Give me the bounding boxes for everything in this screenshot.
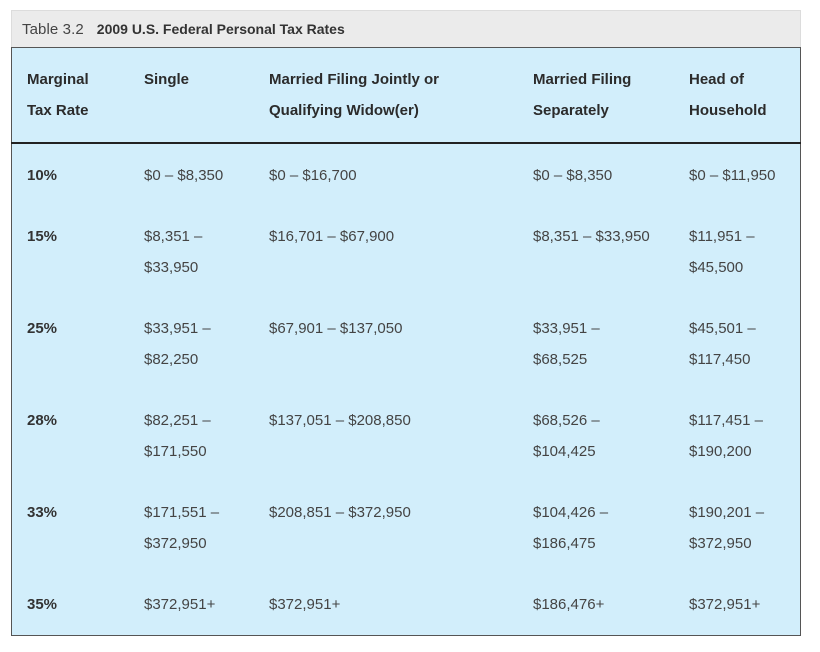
header-line: Household: [689, 102, 767, 119]
cell-line: $190,201 –: [689, 504, 765, 521]
cell-line: $372,950: [689, 535, 752, 552]
header-marginal-tax-rate: Marginal Tax Rate: [12, 48, 145, 144]
married-separately-cell: $104,426 – $186,475: [533, 481, 689, 573]
marginal-rate-cell: 15%: [12, 205, 145, 297]
married-jointly-cell: $67,901 – $137,050: [269, 297, 533, 389]
cell-line: 10%: [27, 167, 58, 184]
cell-line: 35%: [27, 596, 58, 613]
cell-line: $45,500: [689, 259, 744, 276]
married-separately-cell: $186,476+: [533, 573, 689, 636]
head-of-household-cell: $0 – $11,950: [689, 143, 801, 205]
header-line: Single: [144, 71, 190, 88]
table-row: 15% $8,351 – $33,950 $16,701 – $67,900 $8,35…: [12, 205, 801, 297]
header-head-of-household: Head of Household: [689, 48, 801, 144]
married-separately-cell: $0 – $8,350: [533, 143, 689, 205]
married-jointly-cell: $16,701 – $67,900: [269, 205, 533, 297]
header-line: Qualifying Widow(er): [269, 102, 419, 119]
cell-line: $208,851 – $372,950: [269, 504, 411, 521]
marginal-rate-cell: 28%: [12, 389, 145, 481]
single-cell: $171,551 – $372,950: [144, 481, 269, 573]
single-cell: $33,951 – $82,250: [144, 297, 269, 389]
cell-line: $372,950: [144, 535, 207, 552]
married-jointly-cell: $137,051 – $208,850: [269, 389, 533, 481]
cell-line: $45,501 –: [689, 320, 756, 337]
header-line: Tax Rate: [27, 102, 89, 119]
header-row: Marginal Tax Rate Single Married Filing …: [11, 48, 801, 144]
marginal-rate-cell: 35%: [12, 573, 145, 636]
single-cell: $8,351 – $33,950: [144, 205, 269, 297]
cell-line: 28%: [27, 412, 58, 429]
marginal-rate-cell: 10%: [12, 143, 145, 205]
married-separately-cell: $33,951 – $68,525: [533, 297, 689, 389]
married-jointly-cell: $372,951+: [269, 573, 533, 636]
cell-line: $0 – $8,350: [144, 167, 224, 184]
cell-line: $11,951 –: [689, 228, 755, 245]
table-number: Table 3.2: [22, 20, 84, 38]
marginal-rate-cell: 25%: [12, 297, 145, 389]
table-row: 25% $33,951 – $82,250 $67,901 – $137,050 $33…: [12, 297, 801, 389]
cell-line: $0 – $8,350: [533, 167, 613, 184]
cell-line: $33,951 –: [144, 320, 211, 337]
table-row: 28% $82,251 – $171,550 $137,051 – $208,850 $…: [12, 389, 801, 481]
table-caption: Table 3.2 2009 U.S. Federal Personal Tax…: [11, 10, 801, 47]
header-married-separately: Married Filing Separately: [533, 48, 689, 144]
cell-line: $117,451 –: [689, 412, 763, 429]
tax-rate-table: Marginal Tax Rate Single Married Filing …: [11, 47, 801, 636]
cell-line: $68,526 –: [533, 412, 600, 429]
table-row: 35% $372,951+ $372,951+ $186,476+ $372,951+: [12, 573, 801, 636]
cell-line: $104,426 –: [533, 504, 609, 521]
header-married-jointly: Married Filing Jointly or Qualifying Wid…: [269, 48, 533, 144]
cell-line: $82,250: [144, 351, 199, 368]
table-row: 10% $0 – $8,350 $0 – $16,700 $0 – $8,350 $0 …: [12, 143, 801, 205]
cell-line: $372,951+: [269, 596, 341, 613]
header-line: Separately: [533, 102, 609, 119]
cell-line: $171,551 –: [144, 504, 220, 521]
table-container: Table 3.2 2009 U.S. Federal Personal Tax…: [11, 10, 801, 636]
cell-line: $0 – $11,950: [689, 167, 776, 184]
head-of-household-cell: $11,951 – $45,500: [689, 205, 801, 297]
header-line: Head of: [689, 71, 745, 88]
cell-line: $186,475: [533, 535, 596, 552]
cell-line: $372,951+: [689, 596, 761, 613]
head-of-household-cell: $117,451 – $190,200: [689, 389, 801, 481]
cell-line: 33%: [27, 504, 58, 521]
cell-line: 15%: [27, 228, 58, 245]
head-of-household-cell: $190,201 – $372,950: [689, 481, 801, 573]
table-row: 33% $171,551 – $372,950 $208,851 – $372,950…: [12, 481, 801, 573]
cell-line: $33,950: [144, 259, 199, 276]
cell-line: $8,351 –: [144, 228, 203, 245]
cell-line: $8,351 – $33,950: [533, 228, 650, 245]
cell-line: $372,951+: [144, 596, 216, 613]
cell-line: $137,051 – $208,850: [269, 412, 411, 429]
head-of-household-cell: $372,951+: [689, 573, 801, 636]
cell-line: $67,901 – $137,050: [269, 320, 403, 337]
header-line: Married Filing Jointly or: [269, 71, 440, 88]
single-cell: $0 – $8,350: [144, 143, 269, 205]
header-line: Marginal: [27, 71, 89, 88]
table-body: 10% $0 – $8,350 $0 – $16,700 $0 – $8,350 $0 …: [12, 143, 801, 636]
cell-line: $171,550: [144, 443, 207, 460]
cell-line: $104,425: [533, 443, 596, 460]
single-cell: $372,951+: [144, 573, 269, 636]
cell-line: $33,951 –: [533, 320, 600, 337]
marginal-rate-cell: 33%: [12, 481, 145, 573]
head-of-household-cell: $45,501 – $117,450: [689, 297, 801, 389]
cell-line: $117,450: [689, 351, 751, 368]
table-title: 2009 U.S. Federal Personal Tax Rates: [96, 21, 345, 37]
cell-line: $68,525: [533, 351, 588, 368]
single-cell: $82,251 – $171,550: [144, 389, 269, 481]
header-line: Married Filing: [533, 71, 632, 88]
cell-line: $16,701 – $67,900: [269, 228, 395, 245]
header-single: Single: [144, 48, 269, 144]
married-separately-cell: $8,351 – $33,950: [533, 205, 689, 297]
married-jointly-cell: $0 – $16,700: [269, 143, 533, 205]
cell-line: $82,251 –: [144, 412, 211, 429]
cell-line: 25%: [27, 320, 58, 337]
cell-line: $190,200: [689, 443, 752, 460]
married-jointly-cell: $208,851 – $372,950: [269, 481, 533, 573]
cell-line: $186,476+: [533, 596, 605, 613]
married-separately-cell: $68,526 – $104,425: [533, 389, 689, 481]
cell-line: $0 – $16,700: [269, 167, 357, 184]
